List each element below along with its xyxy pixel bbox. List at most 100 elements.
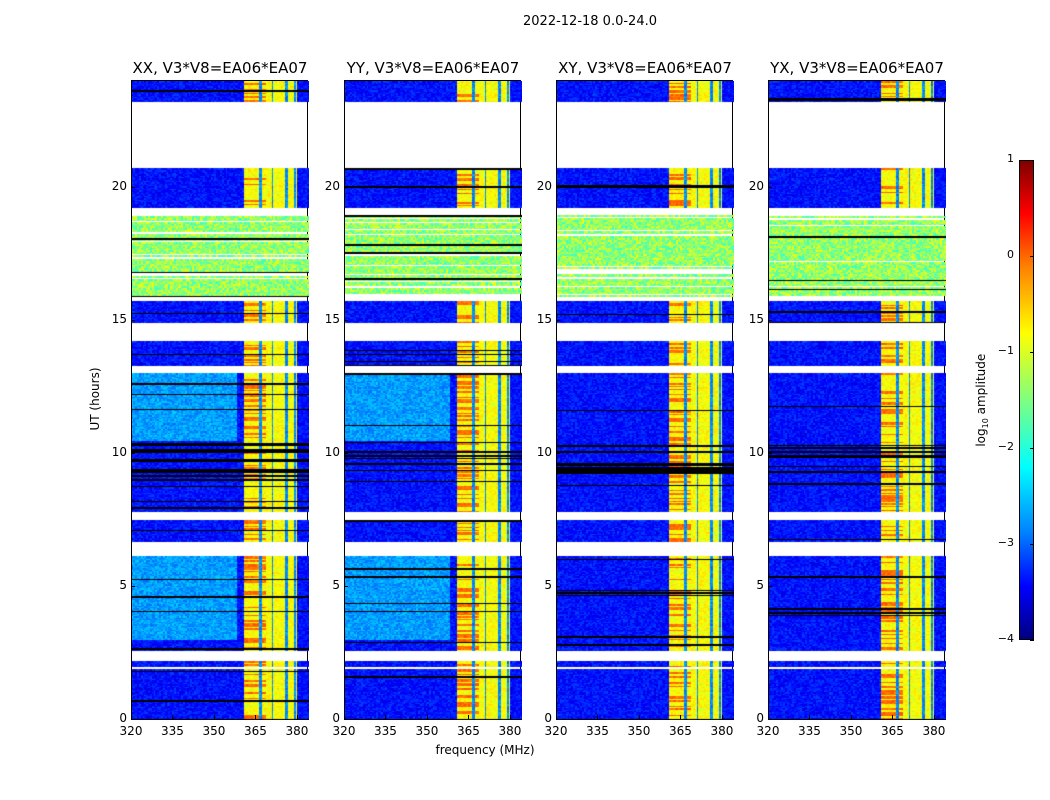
waterfall-panel [131, 80, 309, 720]
y-tick-label: 5 [332, 577, 340, 592]
x-tick-mark [638, 715, 640, 719]
x-tick-label: 380 [498, 724, 522, 738]
y-tick-label: 5 [119, 577, 127, 592]
panel-title: YY, V3*V8=EA06*EA07 [346, 59, 520, 77]
x-tick-mark [172, 715, 174, 719]
x-tick-mark [556, 715, 557, 719]
colorbar-tick-mark [1030, 448, 1034, 449]
colorbar-tick-mark [1030, 256, 1034, 257]
figure-title: 2022-12-18 0.0-24.0 [523, 14, 657, 29]
colorbar-tick-mark [1030, 544, 1034, 545]
y-tick-label: 5 [756, 577, 764, 592]
colorbar-tick-label: −1 [997, 344, 1014, 357]
x-tick-mark [426, 715, 428, 719]
x-tick-mark [680, 715, 682, 719]
y-tick-mark [556, 585, 560, 587]
y-tick-label: 20 [324, 178, 340, 193]
y-tick-label: 15 [324, 311, 340, 326]
waterfall-panel [768, 80, 946, 720]
x-tick-label: 380 [285, 724, 309, 738]
x-tick-mark [468, 715, 470, 719]
y-tick-label: 10 [748, 444, 764, 459]
panel-title: XX, V3*V8=EA06*EA07 [132, 59, 308, 77]
x-tick-label: 320 [119, 724, 143, 738]
y-tick-mark [131, 585, 135, 587]
x-tick-mark [296, 715, 298, 719]
x-tick-label: 380 [922, 724, 946, 738]
x-tick-label: 320 [544, 724, 568, 738]
x-tick-label: 320 [332, 724, 356, 738]
x-tick-mark [213, 715, 215, 719]
y-tick-mark [131, 452, 135, 454]
x-tick-mark [768, 715, 769, 719]
y-tick-mark [344, 719, 348, 720]
x-tick-mark [131, 715, 132, 719]
colorbar-tick-mark [1030, 352, 1034, 353]
y-tick-label: 15 [748, 311, 764, 326]
y-tick-mark [768, 319, 772, 321]
x-tick-label: 365 [881, 724, 904, 738]
colorbar-tick-label: −2 [997, 440, 1014, 453]
x-tick-mark [809, 715, 811, 719]
y-tick-mark [556, 186, 560, 188]
y-tick-label: 10 [111, 444, 127, 459]
y-tick-label: 15 [111, 311, 127, 326]
x-tick-mark [597, 715, 599, 719]
y-tick-mark [768, 585, 772, 587]
colorbar-label: log10 amplitude [973, 353, 991, 447]
x-tick-label: 350 [627, 724, 651, 738]
x-tick-mark [255, 715, 257, 719]
y-tick-label: 0 [332, 711, 340, 725]
colorbar [1019, 160, 1034, 640]
y-tick-label: 10 [324, 444, 340, 459]
colorbar-tick-mark [1030, 640, 1034, 641]
y-tick-label: 0 [544, 711, 552, 725]
y-tick-mark [344, 186, 348, 188]
waterfall-heatmap [132, 81, 309, 720]
y-tick-mark [556, 319, 560, 321]
x-tick-label: 350 [415, 724, 439, 738]
y-tick-mark [344, 319, 348, 321]
y-tick-label: 5 [544, 577, 552, 592]
y-tick-label: 0 [756, 711, 764, 725]
colorbar-tick-mark [1030, 160, 1034, 161]
x-tick-mark [850, 715, 852, 719]
waterfall-heatmap [345, 81, 522, 720]
y-tick-label: 20 [111, 178, 127, 193]
y-tick-label: 20 [536, 178, 552, 193]
y-tick-mark [131, 319, 135, 321]
x-tick-label: 320 [756, 724, 780, 738]
y-tick-mark [344, 452, 348, 454]
x-tick-label: 350 [839, 724, 863, 738]
y-tick-mark [768, 452, 772, 454]
y-tick-mark [556, 719, 560, 720]
x-tick-label: 335 [586, 724, 609, 738]
waterfall-heatmap [557, 81, 734, 720]
y-tick-mark [768, 719, 772, 720]
colorbar-tick-label: 1 [1007, 152, 1014, 165]
y-tick-label: 0 [119, 711, 127, 725]
y-tick-label: 15 [536, 311, 552, 326]
panel-title: XY, V3*V8=EA06*EA07 [558, 59, 732, 77]
y-tick-mark [131, 719, 135, 720]
x-axis-label: frequency (MHz) [435, 743, 535, 757]
x-tick-label: 335 [161, 724, 184, 738]
y-tick-label: 20 [748, 178, 764, 193]
y-tick-mark [344, 585, 348, 587]
y-tick-mark [768, 186, 772, 188]
waterfall-heatmap [769, 81, 946, 720]
waterfall-panel [556, 80, 734, 720]
colorbar-tick-label: 0 [1007, 248, 1014, 261]
x-tick-label: 365 [244, 724, 267, 738]
x-tick-label: 365 [669, 724, 692, 738]
x-tick-label: 335 [374, 724, 397, 738]
y-axis-label: UT (hours) [88, 367, 102, 431]
x-tick-mark [344, 715, 345, 719]
x-tick-label: 350 [202, 724, 226, 738]
x-tick-label: 380 [710, 724, 734, 738]
x-tick-label: 335 [798, 724, 821, 738]
x-tick-mark [721, 715, 723, 719]
panel-title: YX, V3*V8=EA06*EA07 [770, 59, 944, 77]
x-tick-mark [385, 715, 387, 719]
